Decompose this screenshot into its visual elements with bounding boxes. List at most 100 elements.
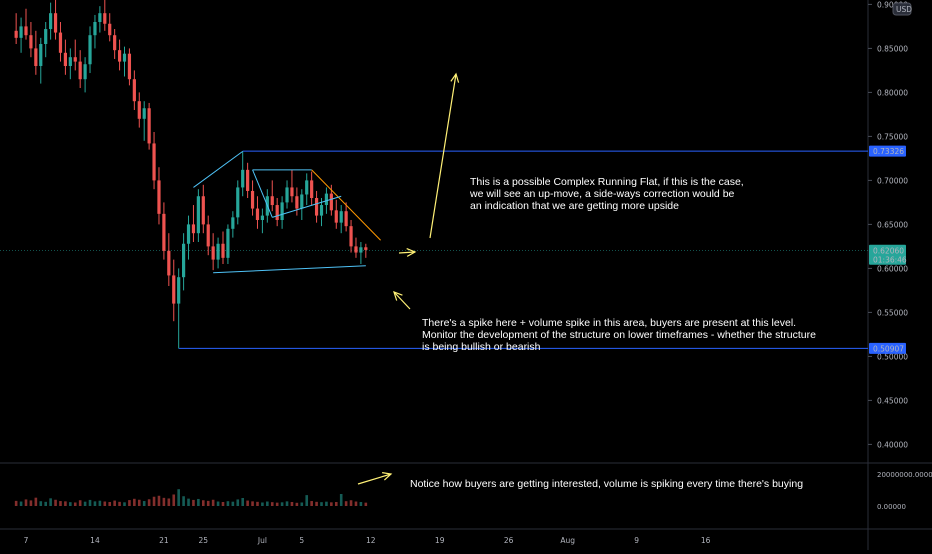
candle [295, 187, 299, 216]
volume-bar [344, 501, 348, 506]
arrow-shaft [393, 291, 411, 310]
candle [314, 190, 319, 223]
currency-badge-box [892, 2, 912, 16]
candle-body [319, 205, 324, 216]
price-tick-label: 0.45000 [877, 396, 908, 405]
candle [339, 205, 343, 234]
candle [108, 13, 112, 42]
candle-body [108, 23, 112, 36]
price-label: 0.73326 [869, 145, 906, 157]
channel-lower-line [213, 265, 366, 274]
price-label: 0.50907 [869, 342, 906, 354]
candle [334, 199, 338, 229]
time-tick-label: Jul [257, 536, 267, 545]
volume-bar [167, 498, 171, 506]
volume-bar [34, 497, 38, 506]
volume-bar [236, 499, 240, 506]
volume-bar [330, 502, 333, 506]
candle-body [127, 53, 132, 80]
volume-bar [147, 499, 151, 506]
candle [196, 189, 200, 242]
wedge-upper-line [311, 169, 381, 241]
candle-body [305, 180, 309, 195]
candle-body [137, 101, 141, 119]
candle-body [167, 250, 171, 276]
volume-bar [187, 498, 190, 506]
arrow-head [382, 472, 393, 481]
candle [201, 184, 205, 234]
candle [250, 180, 255, 216]
volume-bar [325, 501, 328, 506]
candle-body [39, 44, 43, 66]
price-tick-label: 0.85000 [877, 44, 908, 53]
candle [354, 237, 358, 258]
candle-body [98, 13, 102, 22]
volume-bar [211, 499, 215, 506]
time-axis[interactable]: 7 14 21 25 Jul 5 12 19 26 Aug 9 16 [24, 536, 711, 545]
candle [44, 22, 48, 58]
candle [255, 196, 260, 229]
candle-body [290, 187, 294, 197]
candle-body [63, 52, 67, 66]
candle-body [236, 187, 240, 218]
candle [147, 102, 151, 150]
candle-body [206, 224, 210, 247]
projection-arrow-up [429, 72, 460, 239]
annotation-spike-3: is being bullish or bearish [422, 341, 541, 353]
candle-body [177, 277, 181, 304]
volume-bar [73, 502, 77, 506]
candle-body [359, 247, 363, 253]
volume-bar [133, 498, 136, 506]
volume-bars [14, 489, 368, 506]
volume-bar [118, 501, 121, 506]
candle [241, 151, 245, 197]
candle [221, 231, 225, 264]
candle [157, 167, 161, 225]
candles [14, 0, 368, 349]
time-tick-label: 16 [701, 536, 711, 545]
volume-bar [177, 489, 180, 506]
candle [186, 215, 191, 260]
candle-body [88, 35, 92, 65]
volume-bar [182, 496, 185, 506]
volume-bar [359, 502, 363, 506]
price-axis[interactable]: 0.900000.850000.800000.750000.700000.650… [868, 0, 912, 449]
candle-body [68, 57, 72, 66]
volume-bar [108, 502, 112, 506]
volume-bar [142, 501, 146, 506]
candle-body [250, 190, 255, 209]
volume-bar [24, 499, 28, 506]
arrow-shaft [429, 73, 457, 239]
volume-bar [197, 498, 200, 506]
volume-bar [93, 501, 97, 506]
volume-bar [44, 501, 47, 506]
annotation-running-flat-1: This is a possible Complex Running Flat,… [470, 176, 744, 188]
candle-body [334, 210, 338, 223]
candle-body [295, 196, 299, 209]
candle-body [364, 247, 368, 250]
volume-bar [221, 502, 225, 506]
candle [182, 233, 186, 291]
candle-body [324, 193, 329, 206]
candle [285, 180, 289, 209]
price-tick-label: 0.75000 [877, 132, 908, 141]
candle-body [122, 53, 127, 62]
candle [305, 173, 309, 206]
candle [344, 202, 348, 232]
volume-axis: 20000000.00000 0.00000 [877, 471, 932, 511]
candle [206, 215, 210, 256]
time-tick-label: 9 [634, 536, 639, 545]
volume-bar [137, 499, 141, 506]
volume-bar [300, 502, 304, 506]
candle-body [53, 13, 58, 33]
candle-body [344, 211, 348, 227]
currency-badge: USD [892, 2, 912, 16]
volume-bar [231, 501, 235, 506]
time-tick-label: 14 [90, 536, 100, 545]
arrow-head [406, 248, 417, 257]
volume-bar [295, 502, 299, 506]
